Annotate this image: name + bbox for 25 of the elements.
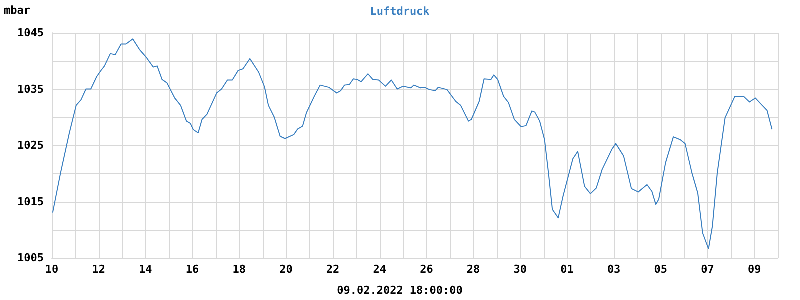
x-tick-label: 03 [607, 263, 621, 276]
y-tick-label: 1015 [18, 195, 44, 208]
y-tick-label: 1005 [18, 252, 44, 264]
text: 09.02.2022 18:00:00 [337, 284, 463, 297]
x-tick-label: 12 [92, 263, 106, 276]
x-tick-label: 10 [45, 263, 59, 276]
x-tick-label: 22 [326, 263, 340, 276]
line-series [52, 38, 773, 250]
y-axis-title: mbar [4, 4, 31, 17]
x-tick-label: 14 [139, 263, 153, 276]
y-tick-label: 1045 [18, 26, 44, 40]
y-tick-label: 1025 [18, 139, 44, 152]
x-tick-label: 28 [466, 263, 480, 276]
x-tick-label: 05 [654, 263, 668, 276]
x-tick-label: 09 [748, 263, 762, 276]
x-tick-label: 20 [280, 263, 293, 276]
y-tick-label: 1035 [18, 82, 44, 96]
x-tick-label: 07 [701, 263, 714, 276]
x-tick-label: 30 [514, 263, 528, 276]
x-tick-label: 24 [373, 263, 387, 276]
x-tick-label: 26 [420, 263, 434, 276]
x-tick-label: 01 [560, 263, 574, 276]
x-tick-label: 16 [186, 263, 200, 276]
chart-title: Luftdruck [370, 5, 430, 18]
x-tick-label: 18 [232, 263, 246, 276]
